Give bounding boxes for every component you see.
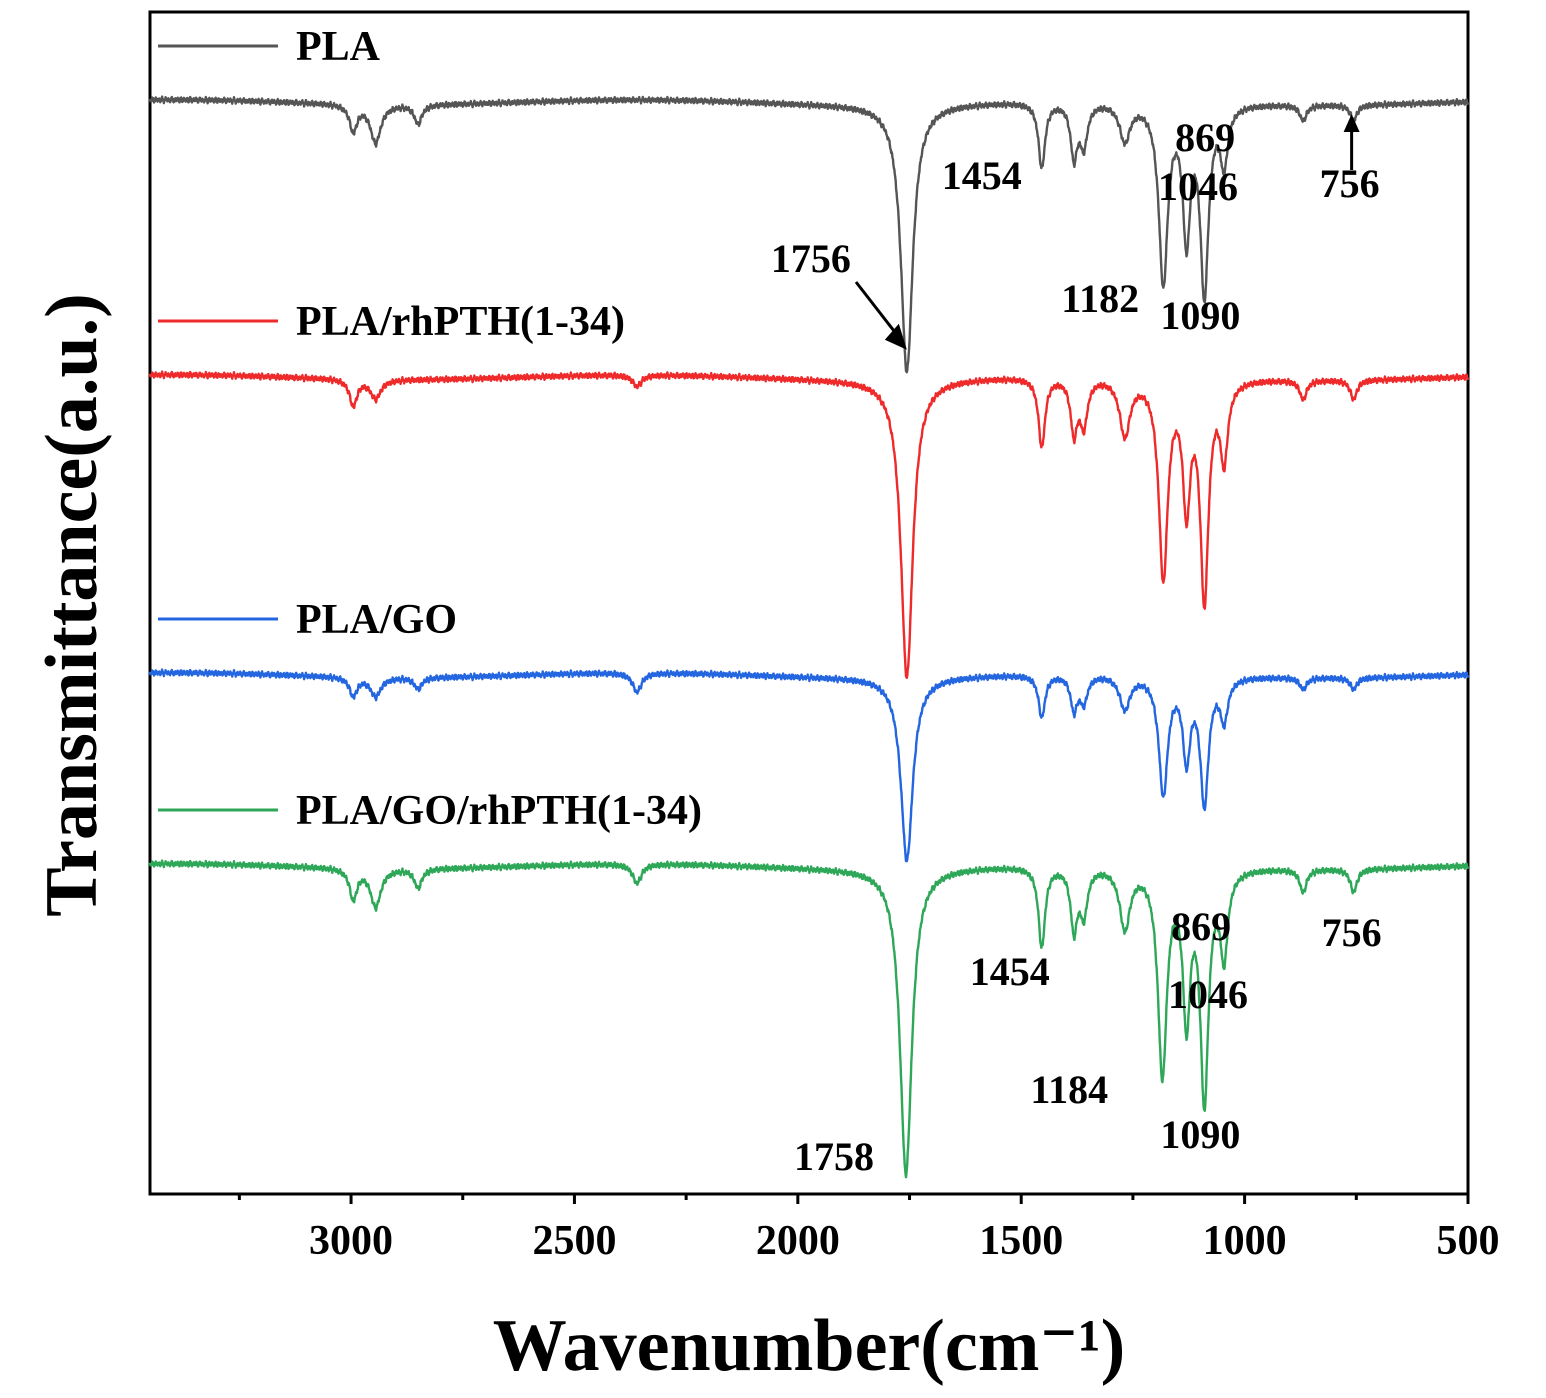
peak-label-10: 1046	[1168, 972, 1248, 1017]
legend-label-0: PLA	[296, 24, 381, 70]
trace-2	[148, 668, 1470, 863]
peak-label-0: 1454	[942, 153, 1022, 198]
peak-label-12: 1090	[1160, 1112, 1240, 1157]
peak-label-2: 1182	[1061, 276, 1139, 321]
spectrum-traces	[148, 95, 1470, 1179]
peak-label-3: 1090	[1160, 293, 1240, 338]
trace-3	[148, 859, 1470, 1179]
x-tick-label: 500	[1437, 1218, 1500, 1264]
x-tick-label: 3000	[309, 1218, 393, 1264]
x-tick-label: 1500	[979, 1218, 1063, 1264]
peak-label-11: 1184	[1030, 1067, 1108, 1112]
legend: PLA PLA/rhPTH(1-34) PLA/GO PLA/GO/rhPTH(1-3…	[158, 24, 702, 834]
x-tick-label: 2000	[756, 1218, 840, 1264]
peak-label-13: 1758	[794, 1134, 874, 1179]
y-axis-title: Transmittance(a.u.)	[31, 293, 113, 916]
trace-1	[148, 370, 1470, 679]
x-axis-ticks: 3000 2500 2000 1500 1000 500	[237, 1194, 1500, 1264]
x-axis-title: Wavenumber(cm⁻¹)	[493, 1305, 1126, 1387]
legend-label-3: PLA/GO/rhPTH(1-34)	[296, 788, 702, 834]
peak-label-7: 1454	[970, 949, 1050, 994]
peak-label-1: 1756	[771, 236, 851, 281]
peak-label-9: 756	[1322, 910, 1382, 955]
arrow-1756-head	[884, 323, 907, 350]
peak-label-4: 1046	[1158, 164, 1238, 209]
legend-label-2: PLA/GO	[296, 597, 457, 643]
x-tick-label: 2500	[532, 1218, 616, 1264]
x-tick-label: 1000	[1203, 1218, 1287, 1264]
plot-frame	[148, 10, 1470, 1196]
legend-label-1: PLA/rhPTH(1-34)	[296, 299, 625, 345]
arrow-756-head	[1343, 114, 1360, 132]
peak-label-5: 869	[1175, 115, 1235, 160]
peak-label-6: 756	[1320, 161, 1380, 206]
peak-label-8: 869	[1171, 904, 1231, 949]
trace-0	[148, 95, 1470, 374]
